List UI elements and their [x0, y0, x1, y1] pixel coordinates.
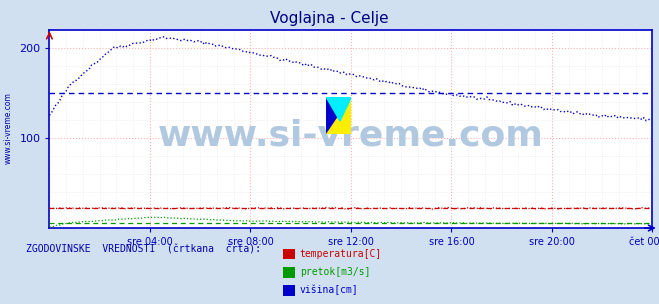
Polygon shape — [326, 97, 351, 134]
Text: www.si-vreme.com: www.si-vreme.com — [158, 118, 544, 152]
Text: www.si-vreme.com: www.si-vreme.com — [3, 92, 13, 164]
Text: Voglajna - Celje: Voglajna - Celje — [270, 11, 389, 26]
Polygon shape — [326, 97, 351, 121]
Text: temperatura[C]: temperatura[C] — [300, 249, 382, 259]
Text: pretok[m3/s]: pretok[m3/s] — [300, 267, 370, 277]
Text: ZGODOVINSKE  VREDNOSTI  (črtkana  črta):: ZGODOVINSKE VREDNOSTI (črtkana črta): — [26, 245, 262, 255]
Text: višina[cm]: višina[cm] — [300, 285, 358, 295]
